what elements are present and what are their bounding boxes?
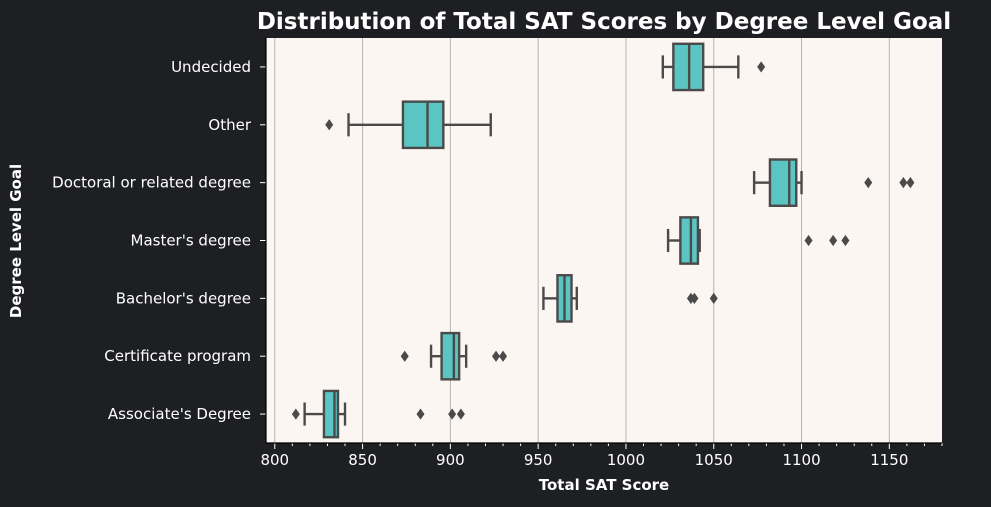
x-tick-label: 950: [524, 451, 553, 469]
outlier-point: [690, 292, 699, 304]
outlier-point: [864, 177, 873, 189]
y-tick-label: Certificate program: [104, 347, 251, 365]
grid-layer: [274, 38, 890, 443]
box-group: [325, 100, 492, 150]
outlier-point: [757, 61, 766, 73]
outlier-point: [448, 408, 457, 420]
box-iqr: [679, 216, 700, 265]
box-iqr: [401, 100, 445, 150]
y-tick-label: Other: [208, 116, 251, 134]
box-group: [291, 389, 465, 439]
y-axis-title: Degree Level Goal: [7, 164, 25, 318]
x-tick-label: 1100: [782, 451, 820, 469]
x-tick-label: 850: [348, 451, 377, 469]
outlier-point: [829, 234, 838, 247]
outlier-point: [325, 119, 334, 131]
outlier-point: [804, 234, 813, 247]
plot-area: [266, 38, 942, 443]
x-axis-title: Total SAT Score: [539, 476, 669, 494]
x-tick-label: 1050: [695, 451, 733, 469]
box-group: [661, 42, 766, 92]
x-tick-label: 900: [436, 451, 465, 469]
x-tick-label: 1000: [607, 451, 645, 469]
outlier-point: [709, 292, 718, 304]
box-iqr: [322, 389, 340, 439]
outlier-point: [906, 177, 915, 189]
outlier-point: [899, 177, 908, 189]
x-tick-label: 1150: [870, 451, 908, 469]
x-tick-label: 800: [260, 451, 289, 469]
box-group: [752, 158, 915, 207]
outlier-point: [416, 408, 425, 420]
box-layer: [291, 42, 915, 439]
y-tick-label: Doctoral or related degree: [52, 174, 251, 192]
outlier-point: [291, 408, 300, 420]
outlier-point: [492, 350, 501, 362]
outlier-point: [456, 408, 465, 420]
outlier-point: [400, 350, 409, 362]
y-tick-label: Master's degree: [131, 232, 252, 250]
outlier-point: [841, 234, 850, 247]
box-group: [666, 216, 850, 265]
chart-title: Distribution of Total SAT Scores by Degr…: [257, 9, 951, 35]
y-tick-label: Bachelor's degree: [116, 289, 251, 307]
box-iqr: [440, 331, 461, 381]
axis-layer: 800 850 900 950 1000 1050 1100 1150 Undecided Oth…: [52, 38, 943, 469]
outlier-point: [499, 350, 508, 362]
y-tick-label: Associate's Degree: [108, 405, 251, 423]
box-iqr: [768, 158, 798, 207]
box-group: [542, 274, 718, 323]
box-group: [400, 331, 508, 381]
y-tick-label: Undecided: [171, 58, 251, 76]
